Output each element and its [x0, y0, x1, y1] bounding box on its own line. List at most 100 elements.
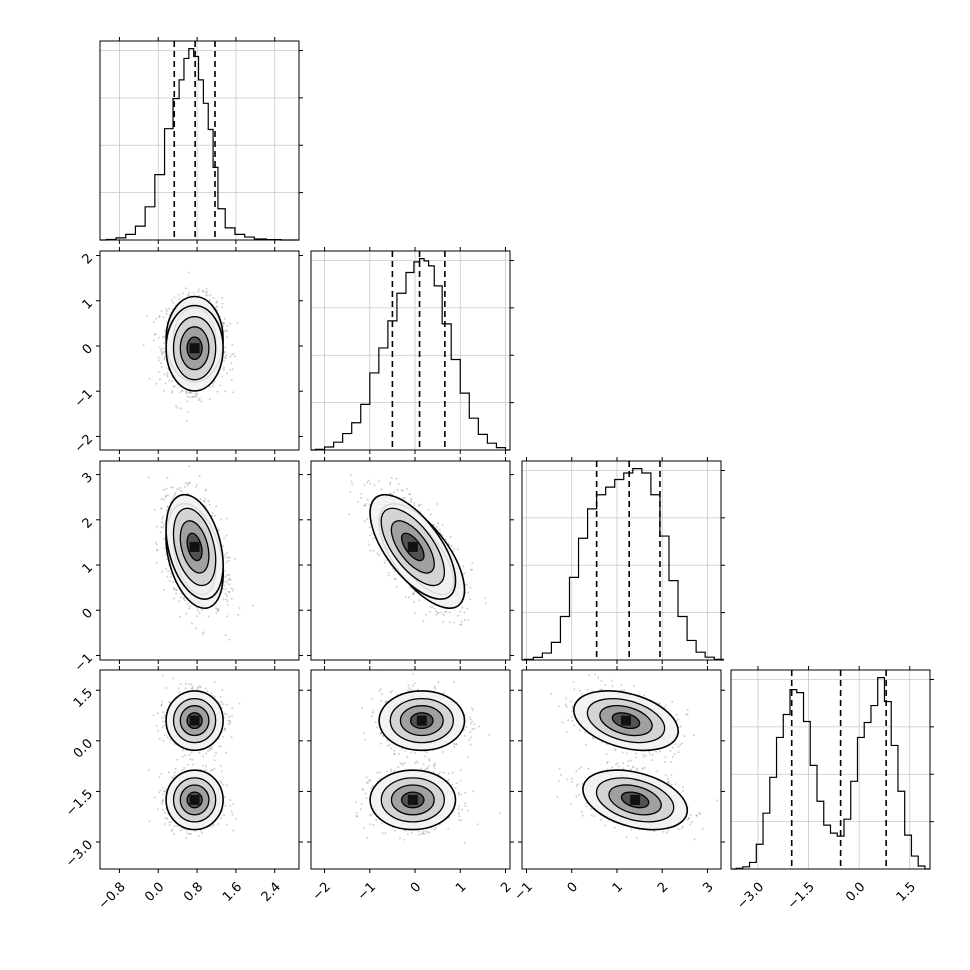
- scatter-point: [435, 525, 438, 528]
- scatter-point: [459, 623, 462, 626]
- scatter-point: [179, 407, 182, 410]
- scatter-point: [196, 392, 199, 395]
- scatter-point: [217, 608, 220, 611]
- histogram-step-line: [731, 677, 930, 870]
- scatter-point: [228, 578, 231, 581]
- scatter-point: [178, 391, 181, 394]
- scatter-point: [170, 391, 173, 394]
- scatter-point: [205, 288, 208, 290]
- scatter-point: [227, 559, 230, 562]
- scatter-point: [368, 534, 371, 537]
- scatter-point: [165, 509, 168, 512]
- scatter-point: [224, 351, 227, 354]
- scatter-point: [172, 495, 175, 498]
- scatter-point: [468, 598, 471, 601]
- scatter-point: [198, 397, 201, 400]
- scatter-point: [222, 321, 224, 324]
- scatter-point: [363, 504, 366, 507]
- panel-contents: [348, 474, 487, 626]
- scatter-point: [200, 400, 203, 403]
- scatter-point: [456, 548, 459, 551]
- scatter-point: [185, 420, 188, 422]
- scatter-point: [208, 299, 211, 302]
- scatter-point: [155, 382, 158, 385]
- scatter-point: [216, 390, 219, 393]
- scatter-point: [174, 491, 177, 494]
- scatter-point: [226, 582, 229, 585]
- scatter-point: [232, 352, 235, 355]
- scatter-point: [185, 392, 188, 395]
- scatter-point: [161, 347, 164, 350]
- scatter-point: [435, 610, 438, 613]
- scatter-point: [214, 514, 217, 517]
- scatter-point: [166, 375, 169, 378]
- scatter-point: [177, 293, 180, 296]
- scatter-point: [443, 610, 446, 613]
- scatter-point: [412, 593, 415, 595]
- scatter-point: [234, 355, 236, 358]
- scatter-point: [171, 380, 174, 383]
- scatter-point: [215, 607, 218, 610]
- scatter-point: [160, 365, 163, 368]
- scatter-point: [384, 559, 387, 562]
- scatter-point: [369, 482, 372, 485]
- scatter-point: [172, 386, 175, 388]
- axes-frame: [99, 460, 300, 661]
- scatter-point: [179, 615, 182, 618]
- scatter-point: [229, 355, 232, 358]
- scatter-point: [164, 494, 167, 497]
- scatter-point: [220, 375, 223, 378]
- scatter-point: [190, 622, 193, 625]
- scatter-point: [216, 607, 219, 610]
- scatter-point: [418, 599, 421, 602]
- scatter-point: [410, 497, 413, 500]
- scatter-point: [226, 600, 229, 603]
- scatter-point: [188, 465, 190, 468]
- scatter-point: [160, 508, 163, 510]
- scatter-point: [202, 290, 205, 293]
- scatter-point: [445, 610, 448, 613]
- density-peak-block: [189, 541, 200, 552]
- scatter-point: [166, 310, 169, 313]
- scatter-point: [166, 372, 169, 374]
- scatter-point: [460, 620, 463, 623]
- scatter-point: [442, 613, 445, 616]
- scatter-point: [226, 574, 229, 577]
- histogram-step-line: [311, 258, 510, 451]
- scatter-point: [236, 322, 239, 324]
- scatter-point: [184, 482, 187, 485]
- scatter-point: [165, 312, 168, 315]
- scatter-point: [165, 567, 168, 570]
- scatter-point: [181, 389, 184, 392]
- histogram-step-line: [100, 48, 299, 241]
- scatter-point: [196, 483, 199, 486]
- scatter-point: [206, 293, 209, 296]
- scatter-point: [368, 526, 371, 529]
- scatter-point: [158, 314, 161, 317]
- scatter-point: [202, 633, 204, 636]
- scatter-point: [408, 493, 411, 496]
- scatter-point: [453, 621, 456, 624]
- scatter-point: [187, 411, 190, 414]
- scatter-point: [167, 570, 170, 573]
- scatter-point: [237, 613, 239, 616]
- scatter-point: [186, 602, 189, 605]
- scatter-point: [182, 597, 185, 600]
- scatter-point: [142, 344, 145, 346]
- scatter-point: [204, 488, 207, 491]
- scatter-point: [160, 348, 163, 351]
- scatter-point: [183, 596, 186, 599]
- scatter-point: [471, 562, 474, 565]
- scatter-point: [224, 580, 227, 583]
- scatter-point: [405, 488, 408, 491]
- scatter-point: [175, 589, 178, 592]
- scatter-point: [188, 292, 191, 294]
- scatter-point: [413, 504, 416, 507]
- axes-frame: [99, 250, 300, 451]
- scatter-point: [224, 357, 227, 360]
- scatter-point: [161, 521, 164, 524]
- histogram-panel-2: [310, 247, 514, 454]
- scatter-point: [165, 496, 167, 498]
- scatter-point: [154, 541, 157, 544]
- scatter-point: [427, 508, 430, 511]
